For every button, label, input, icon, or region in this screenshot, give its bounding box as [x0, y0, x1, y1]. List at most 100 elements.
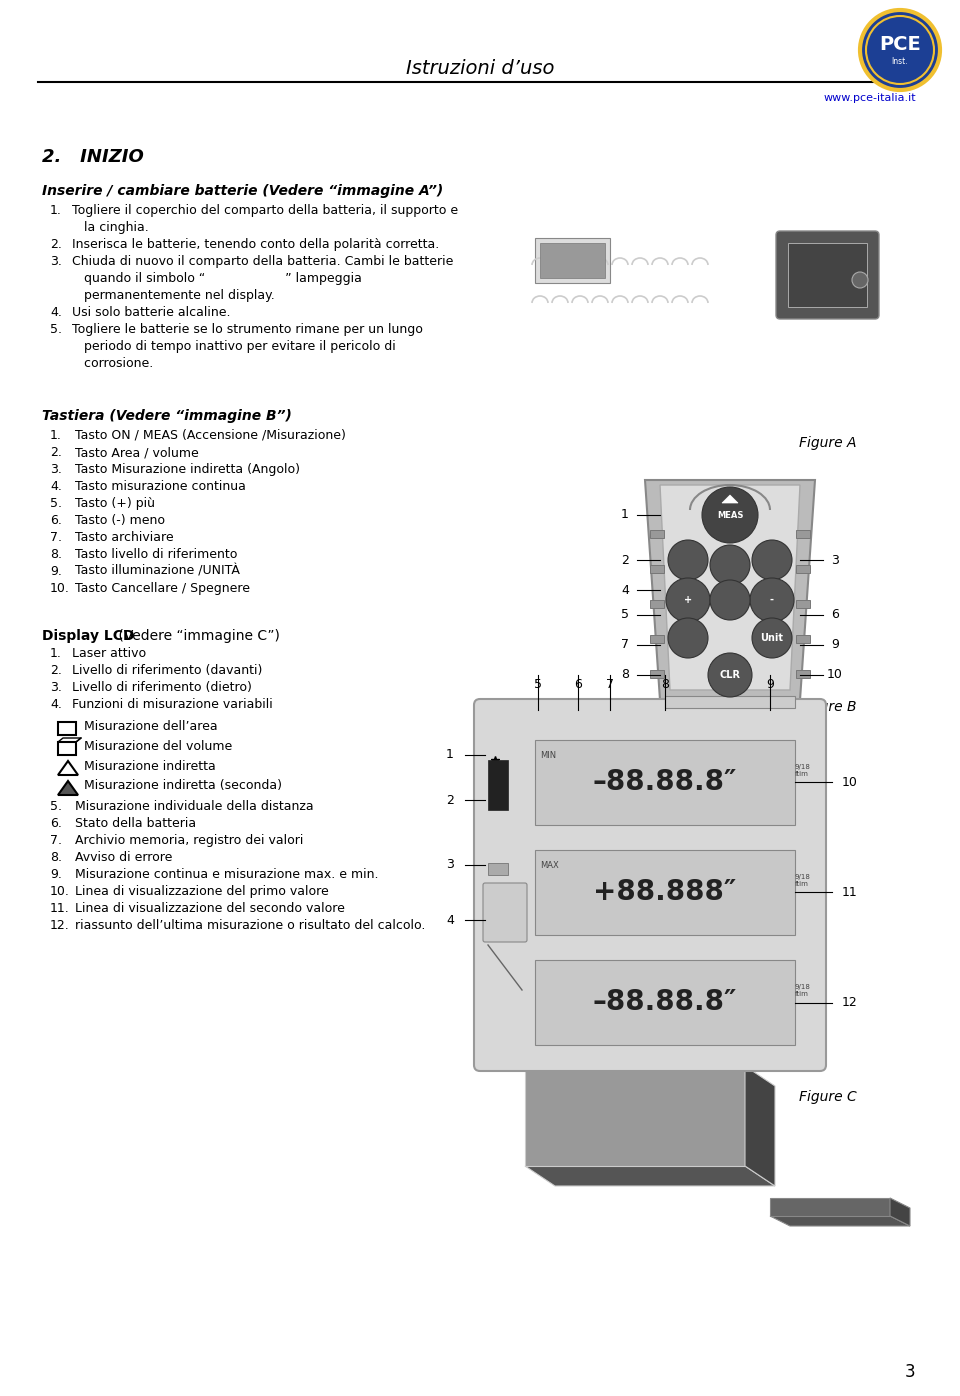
Text: Tasto Cancellare / Spegnere: Tasto Cancellare / Spegnere	[75, 582, 250, 595]
Text: 3.: 3.	[50, 463, 61, 476]
Polygon shape	[645, 480, 815, 699]
Circle shape	[860, 10, 940, 89]
Text: Figure C: Figure C	[799, 1090, 857, 1104]
Circle shape	[702, 487, 758, 543]
Bar	[650, 600, 664, 609]
Text: 2.   INIZIO: 2. INIZIO	[42, 148, 144, 166]
Text: 3: 3	[904, 1362, 915, 1381]
Text: 5.: 5.	[50, 497, 62, 510]
Text: 4.: 4.	[50, 306, 61, 320]
Text: Misurazione continua e misurazione max. e min.: Misurazione continua e misurazione max. …	[75, 868, 378, 881]
Text: 12.: 12.	[50, 919, 70, 933]
Text: 5: 5	[534, 678, 542, 691]
Text: 3: 3	[831, 553, 839, 567]
Text: Unit: Unit	[760, 632, 783, 644]
Text: Stato della batteria: Stato della batteria	[75, 817, 196, 831]
Text: 3: 3	[446, 859, 454, 871]
Text: Tasto misurazione continua: Tasto misurazione continua	[75, 480, 246, 493]
Text: Inserire / cambiare batterie (Vedere “immagine A”): Inserire / cambiare batterie (Vedere “im…	[42, 184, 444, 198]
Text: corrosione.: corrosione.	[72, 357, 154, 370]
Text: 10.: 10.	[50, 885, 70, 898]
Bar	[665, 697, 795, 708]
Circle shape	[710, 579, 750, 620]
Text: 9/18
ftim: 9/18 ftim	[794, 874, 810, 886]
Text: Tasto Misurazione indiretta (Angolo): Tasto Misurazione indiretta (Angolo)	[75, 463, 300, 476]
Text: Chiuda di nuovo il comparto della batteria. Cambi le batterie: Chiuda di nuovo il comparto della batter…	[72, 255, 453, 268]
Bar	[650, 670, 664, 678]
Text: 10: 10	[842, 776, 858, 789]
Text: Laser attivo: Laser attivo	[72, 646, 146, 660]
Polygon shape	[525, 1166, 775, 1187]
Text: 10.: 10.	[50, 582, 70, 595]
Bar	[796, 600, 810, 609]
Polygon shape	[890, 1198, 910, 1226]
Text: 8: 8	[621, 669, 629, 681]
Text: 6.: 6.	[50, 817, 61, 831]
Text: (Vedere “immagine C”): (Vedere “immagine C”)	[114, 630, 280, 644]
Text: 1.: 1.	[50, 646, 61, 660]
Circle shape	[852, 272, 868, 288]
Text: 10: 10	[828, 669, 843, 681]
Text: +: +	[684, 595, 692, 604]
Text: Livello di riferimento (davanti): Livello di riferimento (davanti)	[72, 664, 262, 677]
Bar	[58, 722, 76, 736]
Text: 1: 1	[621, 508, 629, 522]
Text: CLR: CLR	[719, 670, 740, 680]
Text: 5: 5	[621, 609, 629, 621]
Text: 9: 9	[831, 638, 839, 652]
Text: 1: 1	[446, 748, 454, 761]
Text: Misurazione dell’area: Misurazione dell’area	[84, 719, 218, 733]
Text: 5.: 5.	[50, 800, 62, 812]
Text: Inst.: Inst.	[892, 57, 908, 67]
Text: 9.: 9.	[50, 565, 61, 578]
Text: 9.: 9.	[50, 868, 61, 881]
Text: Tasto (+) più: Tasto (+) più	[75, 497, 155, 510]
Text: –88.88.8″: –88.88.8″	[593, 768, 737, 796]
Circle shape	[750, 578, 794, 623]
Bar	[796, 635, 810, 644]
Bar	[535, 850, 795, 935]
Text: 2.: 2.	[50, 445, 61, 459]
Text: Livello di riferimento (dietro): Livello di riferimento (dietro)	[72, 681, 252, 694]
Polygon shape	[770, 1198, 890, 1216]
Text: 4: 4	[446, 913, 454, 927]
Circle shape	[668, 540, 708, 579]
Text: 4.: 4.	[50, 698, 61, 711]
Text: 9/18
ftim: 9/18 ftim	[794, 984, 810, 997]
Polygon shape	[745, 1067, 775, 1187]
Bar	[796, 670, 810, 678]
Text: +88.888″: +88.888″	[593, 878, 736, 906]
Bar	[535, 237, 610, 283]
Text: 6: 6	[574, 678, 582, 691]
Text: Funzioni di misurazione variabili: Funzioni di misurazione variabili	[72, 698, 273, 711]
Circle shape	[710, 544, 750, 585]
FancyBboxPatch shape	[776, 230, 879, 320]
Bar	[788, 243, 867, 307]
Polygon shape	[660, 484, 800, 690]
Text: 7: 7	[621, 638, 629, 652]
Text: Istruzioni d’uso: Istruzioni d’uso	[406, 59, 554, 78]
Circle shape	[666, 578, 710, 623]
Text: 12: 12	[842, 997, 858, 1009]
Bar	[650, 530, 664, 537]
Text: 8.: 8.	[50, 852, 62, 864]
Text: Linea di visualizzazione del secondo valore: Linea di visualizzazione del secondo val…	[75, 902, 345, 914]
Text: Linea di visualizzazione del primo valore: Linea di visualizzazione del primo valor…	[75, 885, 328, 898]
Circle shape	[752, 618, 792, 658]
Text: –88.88.8″: –88.88.8″	[593, 988, 737, 1016]
Bar	[540, 243, 605, 278]
Text: 7.: 7.	[50, 530, 62, 544]
Polygon shape	[770, 1216, 910, 1226]
Text: quando il simbolo “                    ” lampeggia: quando il simbolo “ ” lampeggia	[72, 272, 362, 285]
Text: 9: 9	[766, 678, 774, 691]
Circle shape	[866, 15, 934, 84]
Circle shape	[708, 653, 752, 697]
Text: Misurazione indiretta: Misurazione indiretta	[84, 759, 216, 772]
Text: 2: 2	[621, 553, 629, 567]
Bar	[58, 743, 76, 755]
Text: -: -	[770, 595, 774, 604]
Text: Avviso di errore: Avviso di errore	[75, 852, 173, 864]
Text: 4: 4	[621, 584, 629, 596]
Text: 4.: 4.	[50, 480, 61, 493]
Circle shape	[752, 540, 792, 579]
